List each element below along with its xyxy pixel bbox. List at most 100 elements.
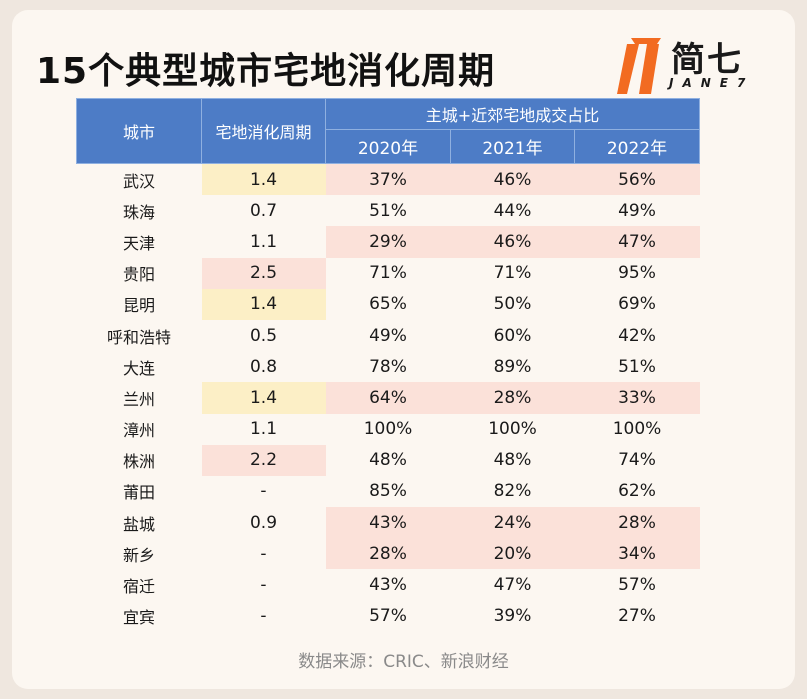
header-city: 城市 (76, 98, 202, 164)
table-row: 株洲 2.2 48% 48% 74% (77, 444, 700, 476)
cell-2020: 43% (369, 575, 407, 596)
cell-2020: 28% (325, 538, 451, 570)
cell-city: 盐城 (122, 514, 155, 534)
cell-2021: 20% (450, 538, 575, 570)
cell-2021: 82% (493, 481, 532, 502)
cell-2020: 78% (369, 356, 407, 377)
table-row: 兰州 1.4 64% 28% 33% (77, 382, 700, 414)
cell-cycle: 0.8 (249, 356, 278, 377)
cell-cycle: 0.9 (249, 512, 278, 533)
cell-2021: 24% (450, 507, 575, 539)
cell-2020: 37% (325, 163, 451, 196)
cell-2022: 62% (618, 481, 656, 502)
header-group: 主城+近郊宅地成交占比 (325, 98, 700, 130)
cell-cycle: 1.4 (201, 382, 326, 414)
table-row: 新乡 - 28% 20% 34% (77, 538, 700, 570)
table-body: 武汉 1.4 37% 46% 56% 珠海 0.7 51% 44% 49% 天津 1.1 29% 46% 4… (77, 163, 700, 632)
table-row: 盐城 0.9 43% 24% 28% (77, 507, 700, 539)
page-title: 15个典型城市宅地消化周期 (36, 51, 496, 92)
cell-cycle: 1.4 (201, 288, 326, 320)
cell-city: 昆明 (122, 296, 155, 316)
logo: 简七 JANE7 (617, 30, 777, 100)
cell-cycle: - (260, 606, 267, 627)
table-row: 宿迁 - 43% 47% 57% (77, 569, 700, 600)
cell-2020: 65% (369, 294, 407, 315)
table-row: 昆明 1.4 65% 50% 69% (77, 288, 700, 320)
table-row: 呼和浩特 0.5 49% 60% 42% (77, 320, 700, 351)
cell-cycle: - (260, 543, 267, 564)
table-row: 大连 0.8 78% 89% 51% (77, 351, 700, 382)
table-row: 莆田 - 85% 82% 62% (77, 476, 700, 507)
cell-cycle: 2.5 (201, 257, 326, 289)
table-row: 贵阳 2.5 71% 71% 95% (77, 257, 700, 289)
cell-cycle: 1.4 (201, 163, 326, 196)
cell-2021: 100% (488, 419, 537, 440)
cell-2020: 100% (363, 419, 413, 440)
cell-city: 珠海 (122, 202, 155, 222)
cell-2022: 69% (618, 294, 656, 315)
logo-text: 简七 (671, 40, 743, 80)
cell-cycle: - (260, 575, 267, 596)
cell-2020: 64% (325, 382, 451, 414)
cell-2021: 89% (493, 356, 532, 377)
cell-city: 贵阳 (122, 265, 155, 285)
cell-2020: 49% (369, 325, 407, 346)
table-row: 宜宾 - 57% 39% 27% (77, 601, 700, 632)
cell-2020: 29% (325, 226, 451, 258)
cell-city: 宜宾 (122, 608, 155, 628)
header-cycle: 宅地消化周期 (201, 98, 326, 164)
table-row: 珠海 0.7 51% 44% 49% (77, 195, 700, 226)
cell-2021: 39% (493, 606, 532, 627)
cell-2021: 44% (493, 200, 532, 221)
cell-2022: 74% (618, 450, 656, 471)
header-year-2021: 2021年 (450, 129, 575, 164)
cell-2022: 57% (618, 575, 656, 596)
table-row: 漳州 1.1 100% 100% 100% (77, 414, 700, 445)
cell-city: 宿迁 (122, 577, 155, 597)
cell-2022: 34% (574, 538, 700, 570)
cell-2022: 100% (612, 419, 662, 440)
cell-city: 天津 (122, 233, 155, 253)
cell-2022: 42% (618, 325, 656, 346)
header-year-2022: 2022年 (574, 129, 700, 164)
cell-2022: 47% (574, 226, 700, 258)
cell-2021: 28% (450, 382, 575, 414)
cell-2022: 49% (618, 200, 656, 221)
cell-city: 莆田 (122, 483, 155, 503)
data-table: 城市 宅地消化周期 主城+近郊宅地成交占比 2020年 2021年 2022年 … (76, 98, 700, 632)
cell-2020: 48% (369, 450, 407, 471)
cell-cycle: 1.1 (249, 419, 278, 440)
cell-2021: 60% (493, 325, 532, 346)
cell-2022: 28% (574, 507, 700, 539)
cell-2021: 47% (493, 575, 532, 596)
table-row: 武汉 1.4 37% 46% 56% (77, 163, 700, 196)
cell-cycle: 0.5 (249, 325, 278, 346)
cell-city: 大连 (122, 358, 155, 378)
cell-2021: 71% (493, 263, 532, 284)
cell-city: 武汉 (122, 171, 155, 191)
cell-2021: 50% (493, 294, 532, 315)
cell-2020: 71% (369, 263, 407, 284)
cell-cycle: 0.7 (249, 200, 278, 221)
cell-2022: 33% (574, 382, 700, 414)
header-year-2020: 2020年 (325, 129, 451, 164)
cell-2021: 46% (450, 163, 575, 196)
cell-2022: 27% (618, 606, 656, 627)
logo-mark-icon (617, 38, 661, 94)
cell-2021: 46% (450, 226, 575, 258)
cell-2022: 95% (618, 263, 656, 284)
cell-2020: 43% (325, 507, 451, 539)
cell-cycle: 2.2 (201, 444, 326, 476)
cell-city: 株洲 (122, 452, 155, 472)
cell-2020: 57% (369, 606, 407, 627)
logo-subtext: JANE7 (669, 76, 755, 90)
cell-2020: 51% (369, 200, 407, 221)
cell-2021: 48% (493, 450, 532, 471)
cell-2022: 51% (618, 356, 656, 377)
cell-city: 漳州 (122, 421, 155, 441)
cell-2020: 85% (369, 481, 407, 502)
cell-city: 新乡 (122, 545, 155, 565)
cell-city: 呼和浩特 (106, 327, 171, 347)
source-note: 数据来源：CRIC、新浪财经 (298, 652, 509, 672)
cell-city: 兰州 (122, 389, 155, 409)
